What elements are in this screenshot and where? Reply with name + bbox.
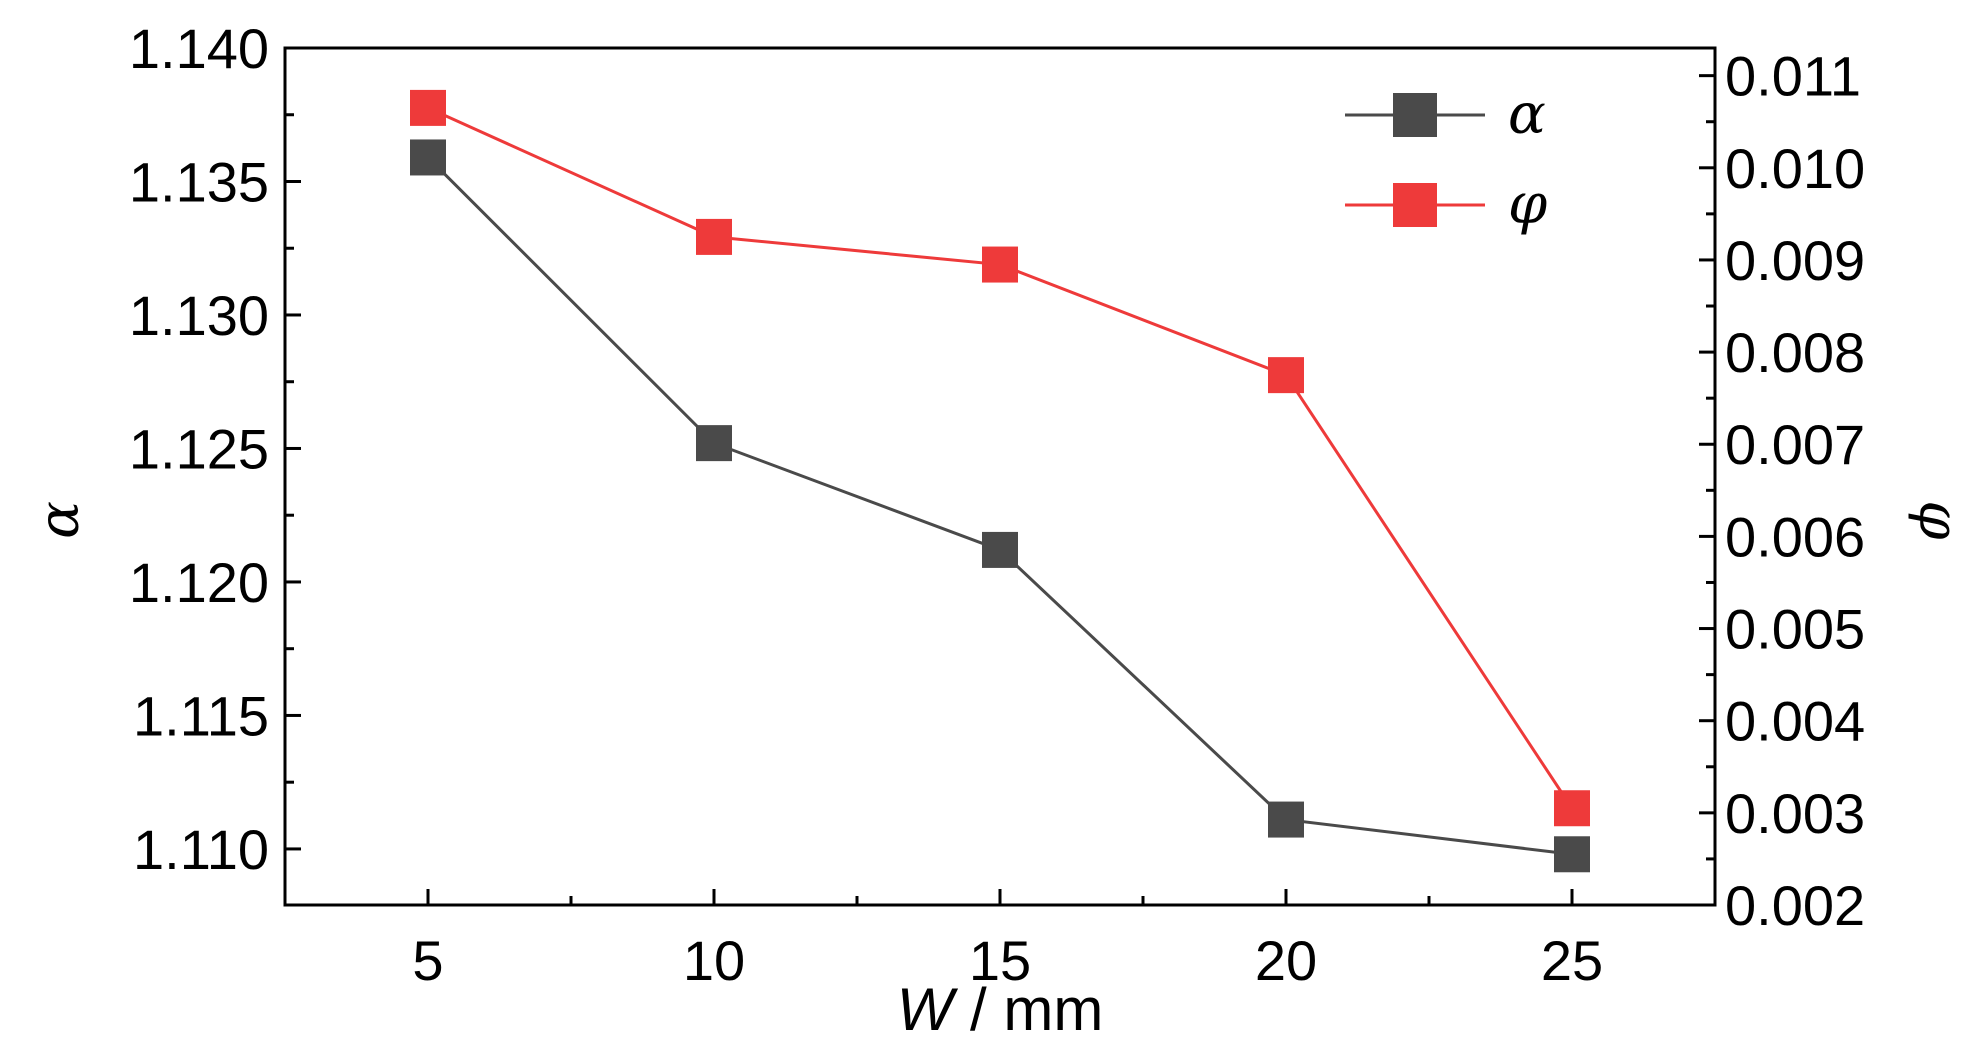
legend-label: α: [1508, 82, 1546, 147]
legend: αφ: [1345, 82, 1547, 237]
y-right-tick-label: 0.009: [1725, 229, 1865, 292]
y-right-tick-label: 0.004: [1725, 690, 1865, 753]
axes: 5 10 15 20 25 1.110 1.115 1.120 1.125 1.130 1.135 1…: [129, 17, 1865, 992]
y-right-tick-label: 0.003: [1725, 782, 1865, 845]
y-right-tick-label: 0.002: [1725, 874, 1865, 937]
y-right-axis-label: φ: [1906, 500, 1971, 539]
series-1-point: [982, 531, 1018, 568]
y-left-tick-label: 1.115: [133, 684, 269, 747]
y-right-tick-label: 0.011: [1725, 45, 1861, 108]
y-right-tick-label: 0.010: [1725, 137, 1865, 200]
series-2-point: [1268, 357, 1304, 394]
x-tick-label: 20: [1255, 929, 1317, 992]
x-tick-label: 5: [412, 929, 443, 992]
y-right-tick-label: 0.007: [1725, 413, 1865, 476]
series-1-point: [1268, 801, 1304, 838]
series-2-point: [410, 89, 446, 126]
y-right-tick-label: 0.006: [1725, 505, 1865, 568]
legend-marker: [1393, 183, 1437, 227]
series-layer: [410, 89, 1590, 873]
y-left-tick-label: 1.110: [133, 818, 269, 881]
y-left-tick-label: 1.130: [129, 284, 269, 347]
plot-frame: [283, 46, 1717, 907]
y-left-tick-label: 1.125: [129, 417, 269, 480]
x-axis-label-unit: / mm: [953, 976, 1103, 1043]
legend-label: φ: [1508, 172, 1547, 237]
y-left-axis-label: α: [27, 501, 92, 539]
series-1-point: [410, 139, 446, 176]
y-left-tick-label: 1.140: [129, 17, 269, 80]
series-1-point: [696, 425, 732, 462]
x-tick-label: 25: [1541, 929, 1603, 992]
x-axis-label: W / mm: [897, 976, 1104, 1043]
y-right-tick-label: 0.005: [1725, 598, 1865, 661]
y-right-tick-label: 0.008: [1725, 321, 1865, 384]
series-2-point: [696, 218, 732, 255]
y-left-tick-label: 1.120: [129, 551, 269, 614]
x-tick-label: 15: [969, 929, 1031, 992]
y-left-tick-label: 1.135: [129, 150, 269, 213]
series-2-point: [982, 246, 1018, 283]
legend-marker: [1393, 93, 1437, 137]
x-tick-label: 10: [683, 929, 745, 992]
series-1-point: [1554, 836, 1590, 873]
x-axis-label-variable: W: [897, 976, 959, 1043]
series-2-point: [1554, 790, 1590, 827]
